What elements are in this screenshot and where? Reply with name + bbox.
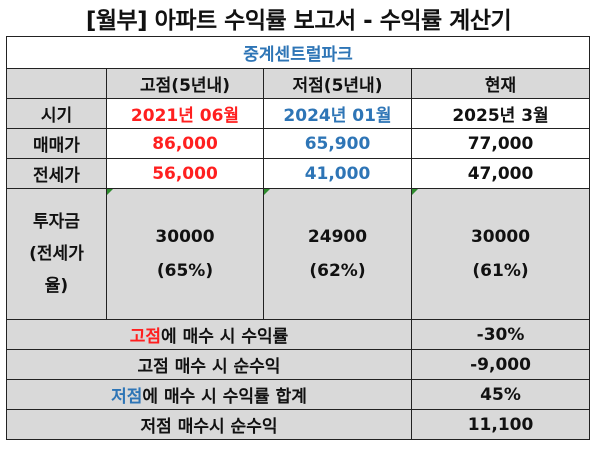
high-return-value: -30% — [476, 324, 525, 345]
investment-high-cell[interactable]: 30000 (65%) — [106, 188, 264, 320]
sale-price-low-cell[interactable]: 65,900 — [263, 128, 412, 159]
investment-high-amount: 30000 — [155, 227, 215, 247]
high-return-label-cell[interactable]: 고점에 매수 시 수익률 — [6, 319, 412, 350]
sale-price-high-cell[interactable]: 86,000 — [106, 128, 264, 159]
report-title: [월부] 아파트 수익률 보고서 - 수익률 계산기 — [0, 0, 597, 36]
high-return-value-cell[interactable]: -30% — [410, 319, 591, 350]
period-high-cell[interactable]: 2021년 06월 — [106, 98, 264, 129]
period-high-value: 2021년 06월 — [130, 106, 240, 126]
period-label: 시기 — [40, 106, 73, 126]
high-net-row: 고점 매수 시 순수익 -9,000 — [6, 349, 591, 380]
subtitle-row: 중계센트럴파크 — [5, 36, 591, 69]
header-low-label: 저점(5년내) — [292, 76, 383, 96]
high-net-value: -9,000 — [470, 354, 531, 375]
period-label-cell[interactable]: 시기 — [6, 98, 107, 129]
high-net-value-cell[interactable]: -9,000 — [410, 349, 591, 380]
sale-price-high-value: 86,000 — [152, 133, 218, 154]
jeonse-price-low-cell[interactable]: 41,000 — [263, 158, 412, 189]
header-low-cell[interactable]: 저점(5년내) — [263, 68, 412, 99]
low-return-label-rest: 에 매수 시 수익률 합계 — [142, 387, 307, 407]
sale-price-row: 매매가 86,000 65,900 77,000 — [6, 128, 591, 159]
jeonse-price-row: 전세가 56,000 41,000 47,000 — [6, 158, 591, 189]
comment-marker-icon — [264, 189, 270, 195]
sale-price-now-value: 77,000 — [467, 133, 534, 154]
jeonse-price-high-value: 56,000 — [152, 163, 218, 184]
period-low-cell[interactable]: 2024년 01월 — [263, 98, 412, 129]
low-return-value: 45% — [480, 384, 521, 405]
apartment-name: 중계센트럴파크 — [243, 45, 353, 65]
header-empty-cell[interactable] — [6, 68, 107, 99]
low-net-value-cell[interactable]: 11,100 — [410, 409, 591, 440]
header-high-cell[interactable]: 고점(5년내) — [106, 68, 264, 99]
low-return-row: 저점에 매수 시 수익률 합계 45% — [6, 379, 591, 410]
sale-price-low-value: 65,900 — [304, 133, 371, 154]
header-now-label: 현재 — [484, 76, 517, 96]
high-net-label-cell[interactable]: 고점 매수 시 순수익 — [6, 349, 412, 380]
low-net-label-cell[interactable]: 저점 매수시 순수익 — [6, 409, 412, 440]
period-low-value: 2024년 01월 — [283, 106, 392, 126]
investment-now-ratio: (61%) — [472, 261, 529, 281]
low-return-value-cell[interactable]: 45% — [410, 379, 591, 410]
jeonse-price-label-cell[interactable]: 전세가 — [6, 158, 107, 189]
comment-marker-icon — [107, 189, 113, 195]
investment-label-cell[interactable]: 투자금 (전세가 율) — [6, 188, 107, 320]
investment-low-ratio: (62%) — [309, 261, 366, 281]
investment-label-line3: 율) — [44, 276, 69, 296]
period-row: 시기 2021년 06월 2024년 01월 2025년 3월 — [6, 98, 591, 129]
comment-marker-icon — [412, 189, 418, 195]
investment-low-amount: 24900 — [307, 227, 368, 247]
investment-now-cell[interactable]: 30000 (61%) — [410, 188, 591, 320]
high-return-label-rest: 에 매수 시 수익률 — [161, 327, 289, 347]
sale-price-now-cell[interactable]: 77,000 — [410, 128, 591, 159]
jeonse-price-high-cell[interactable]: 56,000 — [106, 158, 264, 189]
header-high-label: 고점(5년내) — [140, 76, 230, 96]
investment-label-line2: (전세가 — [29, 244, 84, 264]
low-net-row: 저점 매수시 순수익 11,100 — [6, 409, 591, 440]
yield-calculator-table: 중계센트럴파크 고점(5년내) 저점(5년내) 현재 시기 2021년 06월 … — [5, 36, 591, 440]
header-now-cell[interactable]: 현재 — [410, 68, 591, 99]
investment-row: 투자금 (전세가 율) 30000 (65%) 24900 (62%) 3000… — [6, 188, 591, 320]
report-title-text: [월부] 아파트 수익률 보고서 - 수익률 계산기 — [85, 8, 512, 34]
jeonse-price-low-value: 41,000 — [304, 163, 371, 184]
high-net-label: 고점 매수 시 순수익 — [137, 357, 281, 377]
apartment-name-cell[interactable]: 중계센트럴파크 — [5, 36, 591, 69]
investment-label-line1: 투자금 — [33, 212, 80, 232]
sale-price-label-cell[interactable]: 매매가 — [6, 128, 107, 159]
low-return-label-highlight: 저점 — [111, 387, 143, 407]
investment-now-amount: 30000 — [470, 227, 531, 247]
period-now-cell[interactable]: 2025년 3월 — [410, 98, 591, 129]
period-now-value: 2025년 3월 — [452, 106, 549, 126]
header-row: 고점(5년내) 저점(5년내) 현재 — [6, 68, 591, 99]
low-net-value: 11,100 — [467, 414, 534, 435]
investment-low-cell[interactable]: 24900 (62%) — [263, 188, 412, 320]
jeonse-price-label: 전세가 — [33, 166, 80, 186]
high-return-label-highlight: 고점 — [129, 327, 162, 347]
low-return-label-cell[interactable]: 저점에 매수 시 수익률 합계 — [6, 379, 412, 410]
low-net-label: 저점 매수시 순수익 — [140, 417, 278, 437]
investment-high-ratio: (65%) — [156, 261, 214, 281]
jeonse-price-now-cell[interactable]: 47,000 — [410, 158, 591, 189]
sale-price-label: 매매가 — [33, 136, 80, 156]
jeonse-price-now-value: 47,000 — [467, 163, 534, 184]
high-return-row: 고점에 매수 시 수익률 -30% — [6, 319, 591, 350]
